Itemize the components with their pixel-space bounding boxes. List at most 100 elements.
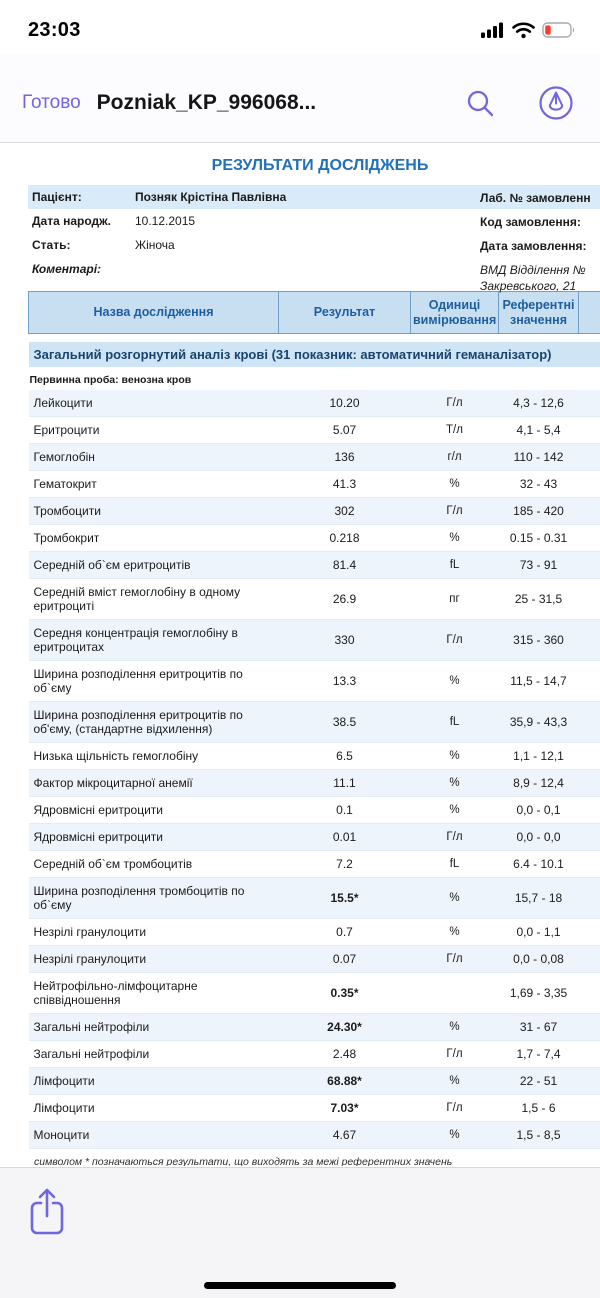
result-unit: Г/л (410, 389, 499, 417)
result-extra-cell (578, 470, 600, 498)
patient-info-value: Позняк Крістіна Павлівна (135, 190, 287, 204)
result-extra-cell (578, 1013, 600, 1041)
result-value: 2.48 (278, 1040, 411, 1068)
table-row: Середній об`єм еритроцитів 81.4 fL 73 - 91 (28, 551, 600, 579)
table-row: Тромбоцити 302 Г/л 185 - 420 (28, 497, 600, 525)
patient-info-value: 10.12.2015 (135, 214, 196, 228)
result-unit: Г/л (410, 619, 499, 661)
result-reference: 4,1 - 5,4 (498, 416, 579, 444)
result-value: 4.67 (278, 1121, 411, 1149)
order-info-value: Код замовлення: (480, 215, 581, 229)
result-value: 0.218 (278, 524, 411, 552)
table-row: Середній вміст гемоглобіну в одному ерит… (28, 578, 600, 620)
result-value: 0.01 (278, 823, 411, 851)
table-row: Ширина розподілення еритроцитів по об`єм… (28, 660, 600, 702)
result-name: Лімфоцити (28, 1094, 279, 1122)
bottom-toolbar (0, 1167, 600, 1298)
table-row: Тромбокрит 0.218% 0.15 - 0.31 (28, 524, 600, 552)
pdf-page[interactable]: РЕЗУЛЬТАТИ ДОСЛІДЖЕНЬ Пацієнт: Позняк Крі… (0, 143, 600, 1166)
share-icon[interactable] (27, 1186, 67, 1238)
result-value: 68.88* (278, 1067, 411, 1095)
result-unit: Г/л (410, 1040, 499, 1068)
result-extra-cell (578, 1094, 600, 1122)
result-value: 0.1 (278, 796, 411, 824)
table-row: Гематокрит 41.3% 32 - 43 (28, 470, 600, 498)
result-name: Тромбоцити (28, 497, 279, 525)
result-reference: 31 - 67 (498, 1013, 579, 1041)
result-value: 0.7 (278, 918, 411, 946)
patient-info-row: Коментарі: ВМД Відділення № Закревського, … (28, 257, 600, 293)
markup-icon[interactable] (538, 85, 574, 121)
result-reference: 32 - 43 (498, 470, 579, 498)
result-value: 26.9 (278, 578, 411, 620)
result-value: 11.1 (278, 769, 411, 797)
result-value: 0.35* (278, 972, 411, 1014)
result-unit: % (410, 524, 499, 552)
patient-info-label: Коментарі: (32, 262, 102, 276)
result-name: Загальні нейтрофіли (28, 1040, 279, 1068)
result-reference: 8,9 - 12,4 (498, 769, 579, 797)
result-unit: % (410, 877, 499, 919)
done-button[interactable]: Готово (22, 92, 81, 113)
result-extra-cell (578, 850, 600, 878)
table-row: Ширина розподілення еритроцитів по об'єм… (28, 701, 600, 743)
table-row: Загальні нейтрофіли 24.30*% 31 - 67 (28, 1013, 600, 1041)
result-reference: 0,0 - 0,0 (498, 823, 579, 851)
result-name: Середній об`єм еритроцитів (28, 551, 279, 579)
result-extra-cell (578, 551, 600, 579)
result-name: Незрілі гранулоцити (28, 945, 279, 973)
result-name: Тромбокрит (28, 524, 279, 552)
result-unit: fL (410, 551, 499, 579)
result-reference: 1,69 - 3,35 (498, 972, 579, 1014)
result-unit: % (410, 918, 499, 946)
result-name: Лейкоцити (28, 389, 279, 417)
result-value: 10.20 (278, 389, 411, 417)
result-reference: 0,0 - 1,1 (498, 918, 579, 946)
result-reference: 15,7 - 18 (498, 877, 579, 919)
table-row: Низька щільність гемоглобіну 6.5% 1,1 - 12… (28, 742, 600, 770)
result-unit: Т/л (410, 416, 499, 444)
col-header-extra (578, 291, 600, 334)
result-name: Ширина розподілення еритроцитів по об'єм… (28, 701, 279, 743)
result-unit: % (410, 470, 499, 498)
result-value: 41.3 (278, 470, 411, 498)
subsection-title: Первинна проба: венозна кров (28, 366, 600, 390)
table-row: Загальні нейтрофіли 2.48 Г/л 1,7 - 7,4 (28, 1040, 600, 1068)
result-extra-cell (578, 497, 600, 525)
search-icon[interactable] (464, 87, 496, 119)
result-extra-cell (578, 416, 600, 444)
result-extra-cell (578, 389, 600, 417)
result-value: 15.5* (278, 877, 411, 919)
result-extra-cell (578, 1121, 600, 1149)
home-indicator[interactable] (204, 1282, 396, 1289)
result-extra-cell (578, 660, 600, 702)
report-title: РЕЗУЛЬТАТИ ДОСЛІДЖЕНЬ (211, 157, 429, 174)
table-row: Середня концентрація гемоглобіну в еритр… (28, 619, 600, 661)
patient-info-row: Пацієнт: Позняк Крістіна Павлівна Лаб. № з… (28, 185, 600, 209)
table-row: Ядровмісні еритроцити 0.1% 0,0 - 0,1 (28, 796, 600, 824)
result-unit: % (410, 769, 499, 797)
result-extra-cell (578, 945, 600, 973)
col-header-reference: Референтні значення (498, 291, 579, 334)
result-unit: % (410, 660, 499, 702)
result-unit: % (410, 1013, 499, 1041)
result-name: Гематокрит (28, 470, 279, 498)
result-extra-cell (578, 972, 600, 1014)
table-row: Гемоглобін 136 г/л 110 - 142 (28, 443, 600, 471)
result-name: Ширина розподілення еритроцитів по об`єм… (28, 660, 279, 702)
result-value: 5.07 (278, 416, 411, 444)
result-extra-cell (578, 1040, 600, 1068)
col-header-units: Одиниці вимірювання (410, 291, 499, 334)
result-name: Незрілі гранулоцити (28, 918, 279, 946)
result-reference: 25 - 31,5 (498, 578, 579, 620)
result-value: 302 (278, 497, 411, 525)
result-value: 6.5 (278, 742, 411, 770)
patient-info-row: Стать: Жіноча Дата замовлення: (28, 233, 600, 257)
result-extra-cell (578, 796, 600, 824)
result-reference: 35,9 - 43,3 (498, 701, 579, 743)
result-unit: % (410, 1121, 499, 1149)
document-filename: Pozniak_KP_996068... (96, 91, 317, 114)
result-reference: 0,0 - 0,1 (498, 796, 579, 824)
result-reference: 6.4 - 10.1 (498, 850, 579, 878)
table-row: Нейтрофільно-лімфоцитарне співвідношення… (28, 972, 600, 1014)
